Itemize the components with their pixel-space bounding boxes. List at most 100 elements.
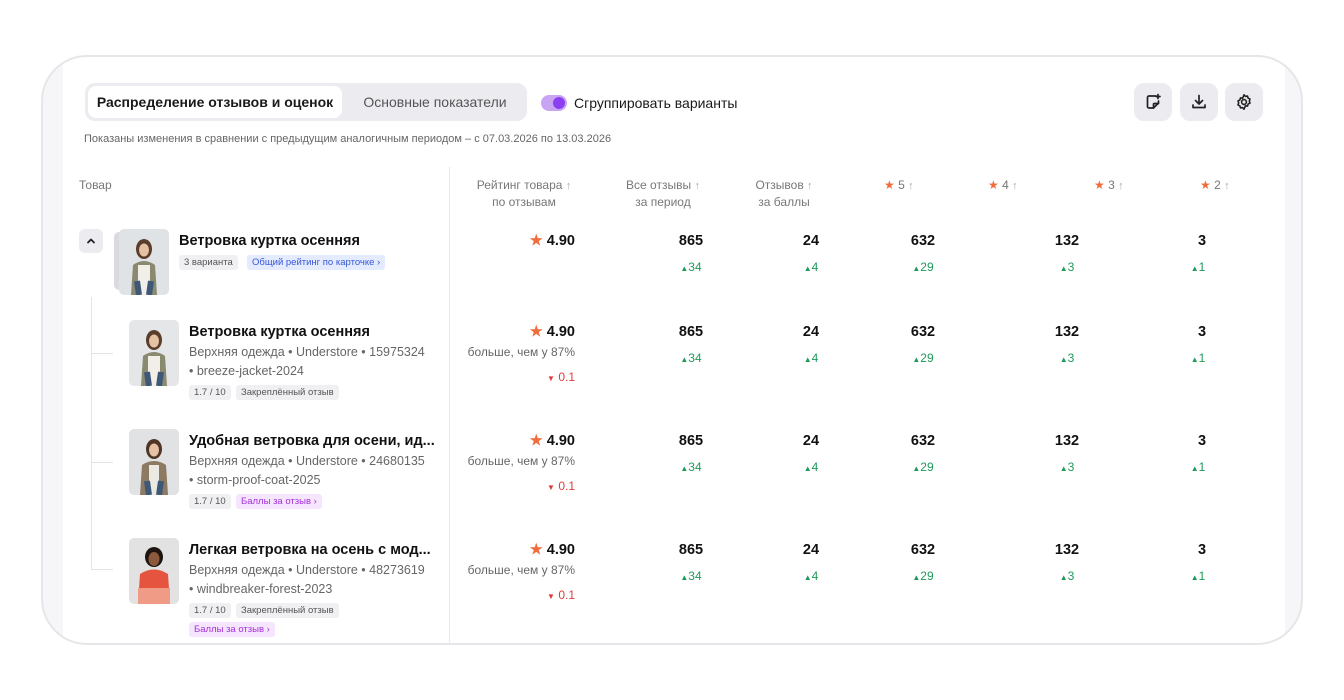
arrow-up-icon: ▲ [1190, 264, 1199, 273]
window-frame: Распределение отзывов и оценок Основные … [41, 55, 1303, 645]
variant-5-stars-delta: ▲29 [883, 569, 963, 583]
variant-3-stars: 3 [1197, 433, 1207, 449]
arrow-up-icon: ▲ [1059, 264, 1068, 273]
sort-arrow-icon: ↑ [1012, 180, 1018, 192]
variant-5-stars-delta: ▲29 [883, 460, 963, 474]
arrow-down-icon: ▼ [547, 483, 555, 492]
variant-5-stars: 632 [910, 433, 936, 449]
rating-delta: ▼ 0.1 [515, 588, 575, 602]
variant-rating-value: 4.90 [546, 324, 575, 340]
product-thumbnail[interactable] [129, 320, 179, 386]
collapse-group-button[interactable] [79, 229, 103, 253]
variant-3-stars-delta: ▲1 [1158, 351, 1238, 365]
tree-branch-line [91, 462, 113, 463]
sort-arrow-icon: ↑ [1224, 180, 1230, 192]
variant-3-stars: 3 [1197, 542, 1207, 558]
tab-main-indicators[interactable]: Основные показатели [363, 94, 507, 110]
arrow-down-icon: ▼ [547, 592, 555, 601]
product-thumbnail[interactable] [129, 429, 179, 495]
score-chip: 1.7 / 10 [189, 494, 231, 509]
sort-arrow-icon: ↑ [1118, 180, 1124, 192]
chevron-right-icon: › [313, 496, 317, 507]
arrow-up-icon: ▲ [803, 464, 812, 473]
review-points-chip-label: Баллы за отзыв [241, 496, 312, 507]
tab-review-distribution[interactable]: Распределение отзывов и оценок [88, 86, 342, 118]
delta-value: 4 [811, 460, 819, 474]
variant-4-stars: 132 [1054, 433, 1080, 449]
arrow-up-icon: ▲ [1190, 573, 1199, 582]
product-thumbnail[interactable] [119, 229, 169, 295]
arrow-up-icon: ▲ [803, 573, 812, 582]
variant-meta: Верхняя одежда • Understore • 48273619 [189, 563, 425, 577]
download-icon [1192, 94, 1206, 109]
sort-arrow-icon: ↑ [908, 180, 914, 192]
review-points-chip[interactable]: Баллы за отзыв › [236, 494, 322, 509]
arrow-up-icon: ▲ [1059, 355, 1068, 364]
star-icon: ★ [529, 233, 543, 249]
group-3-stars-delta: ▲1 [1158, 260, 1238, 274]
arrow-up-icon: ▲ [912, 573, 921, 582]
review-points-chip-label: Баллы за отзыв [194, 624, 265, 635]
add-note-button[interactable] [1134, 83, 1172, 121]
points-header-line2: за баллы [758, 195, 810, 209]
group-all-reviews: 865 [678, 233, 704, 249]
group-points-delta: ▲4 [771, 260, 851, 274]
delta-value: 34 [688, 260, 702, 274]
card-rating-chip[interactable]: Общий рейтинг по карточке › [247, 255, 386, 270]
variant-points-delta: ▲4 [771, 569, 851, 583]
variant-title[interactable]: Легкая ветровка на осень с мод... [189, 542, 431, 558]
settings-button[interactable] [1225, 83, 1263, 121]
star-icon: ★ [529, 433, 543, 449]
card-rating-chip-label: Общий рейтинг по карточке [252, 257, 375, 268]
arrow-up-icon: ▲ [912, 355, 921, 364]
product-thumbnail[interactable] [129, 538, 179, 604]
variant-points-reviews: 24 [802, 433, 820, 449]
variant-title[interactable]: Ветровка куртка осенняя [189, 324, 370, 340]
column-header-2-stars[interactable]: ★ 2 ↑ [1200, 177, 1230, 194]
review-points-chip[interactable]: Баллы за отзыв › [189, 622, 275, 637]
group-rating: ★ 4.90 [455, 233, 575, 249]
stars-3-label: 3 [1108, 178, 1115, 192]
delta-value: 3 [1067, 460, 1075, 474]
group-3-stars: 3 [1197, 233, 1207, 249]
tree-branch-line [91, 353, 113, 354]
pinned-review-chip: Закреплённый отзыв [236, 603, 339, 618]
variant-title[interactable]: Удобная ветровка для осени, ид... [189, 433, 435, 449]
pinned-review-chip: Закреплённый отзыв [236, 385, 339, 400]
group-4-stars: 132 [1054, 233, 1080, 249]
variant-meta: Верхняя одежда • Understore • 24680135 [189, 454, 425, 468]
group-product-title[interactable]: Ветровка куртка осенняя [179, 233, 360, 249]
group-rating-value: 4.90 [546, 233, 575, 249]
stars-4-label: 4 [1002, 178, 1009, 192]
star-icon: ★ [988, 178, 999, 192]
column-header-5-stars[interactable]: ★ 5 ↑ [884, 177, 914, 194]
column-header-3-stars[interactable]: ★ 3 ↑ [1094, 177, 1124, 194]
variant-4-stars-delta: ▲3 [1027, 351, 1107, 365]
points-header-line1: Отзывов [755, 178, 804, 192]
variant-rating: ★ 4.90 [455, 433, 575, 449]
column-header-rating[interactable]: Рейтинг товара ↑ по отзывам [459, 177, 589, 210]
rating-header-line2: по отзывам [492, 195, 556, 209]
download-button[interactable] [1180, 83, 1218, 121]
variant-all-reviews: 865 [678, 433, 704, 449]
all-header-line1: Все отзывы [626, 178, 692, 192]
variant-rating-value: 4.90 [546, 542, 575, 558]
rating-comparison: больше, чем у 87% [467, 454, 575, 468]
column-header-all-reviews[interactable]: Все отзывы ↑ за период [613, 177, 713, 210]
arrow-up-icon: ▲ [1059, 573, 1068, 582]
column-header-4-stars[interactable]: ★ 4 ↑ [988, 177, 1018, 194]
period-note: Показаны изменения в сравнении с предыду… [84, 133, 612, 145]
delta-value: 4 [811, 569, 819, 583]
delta-value: 29 [920, 460, 934, 474]
star-icon: ★ [529, 324, 543, 340]
arrow-up-icon: ▲ [803, 264, 812, 273]
delta-value: 4 [811, 260, 819, 274]
variant-all-reviews: 865 [678, 542, 704, 558]
star-icon: ★ [884, 178, 895, 192]
column-header-product: Товар [79, 178, 112, 192]
variant-points-reviews: 24 [802, 542, 820, 558]
column-header-points-reviews[interactable]: Отзывов ↑ за баллы [739, 177, 829, 210]
group-variants-toggle[interactable] [541, 95, 567, 111]
star-icon: ★ [529, 542, 543, 558]
variant-meta-sku: • windbreaker-forest-2023 [189, 582, 333, 596]
